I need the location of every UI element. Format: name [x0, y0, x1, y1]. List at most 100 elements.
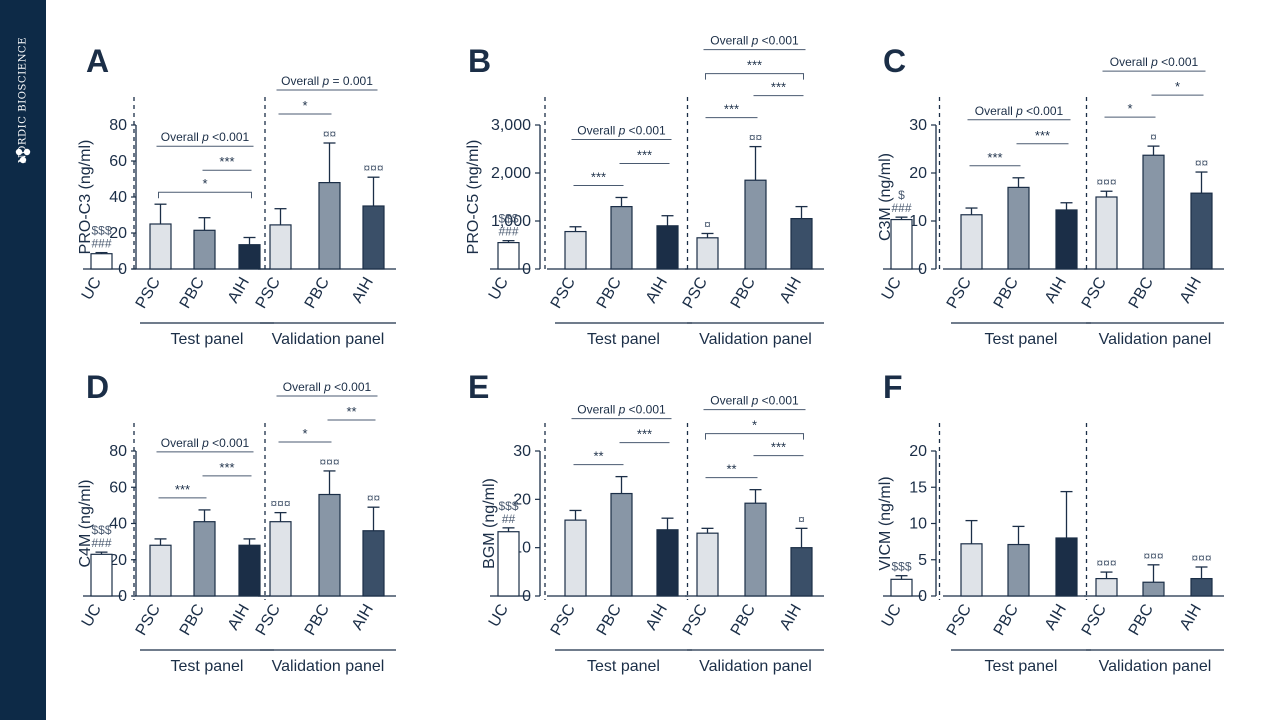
- significance-label: ***: [987, 150, 1002, 165]
- panel-letter: B: [468, 43, 491, 79]
- bar: [318, 182, 341, 270]
- overall-p-label: Overall p <0.001: [710, 394, 799, 408]
- y-tick-label: 20: [109, 552, 127, 569]
- bar: [790, 547, 813, 597]
- bar: [90, 553, 113, 597]
- bar: [1142, 154, 1165, 270]
- bar: [1190, 577, 1213, 597]
- bar-annotation: ¤¤¤: [1143, 549, 1163, 563]
- bar-annotation: ¤¤: [323, 127, 337, 141]
- x-tick-label: PBC: [594, 275, 625, 312]
- bar: [1190, 192, 1213, 270]
- bar: [238, 544, 261, 597]
- x-tick-label: UC: [486, 602, 512, 631]
- y-axis-label: PRO-C5 (ng/ml): [465, 140, 482, 255]
- y-tick-label: 20: [109, 225, 127, 242]
- bar: [656, 225, 679, 270]
- significance-label: ***: [771, 440, 786, 455]
- bar: [610, 206, 633, 270]
- overall-p-label: Overall p <0.001: [161, 130, 250, 144]
- bar-annotation: $$$: [891, 560, 911, 574]
- y-tick-label: 10: [909, 516, 927, 533]
- x-tick-label: PSC: [548, 275, 579, 312]
- significance-label: ***: [724, 102, 739, 117]
- x-tick-label: UC: [486, 275, 512, 304]
- bar: [1095, 196, 1118, 270]
- panel-letter: D: [86, 369, 109, 405]
- x-tick-label: AIH: [643, 602, 671, 634]
- bar: [149, 544, 172, 597]
- y-tick-label: 0: [118, 588, 127, 605]
- chart-panel-a: A 0 20 40 60 80 PRO-C3 (ng/ml)###$$$ UC PSC PBC AI…: [77, 43, 396, 348]
- bar: [1007, 543, 1030, 597]
- y-tick-label: 20: [909, 165, 927, 182]
- bar-annotation: ¤¤: [1195, 156, 1209, 170]
- y-tick-label: 15: [909, 479, 927, 496]
- overall-p-label: Overall p <0.001: [975, 104, 1064, 118]
- y-tick-label: 60: [109, 153, 127, 170]
- chart-panel-d: D 0 20 40 60 80 C4M (ng/ml)###$$$ UC PSC PBC AIH ¤¤…: [77, 369, 396, 675]
- bar-annotation: ¤: [704, 217, 711, 231]
- significance-label: *: [202, 176, 207, 191]
- bar: [362, 205, 385, 270]
- y-tick-label: 20: [909, 443, 927, 460]
- x-tick-label: PSC: [680, 602, 711, 639]
- significance-label: **: [346, 404, 356, 419]
- x-tick-label: PBC: [177, 602, 208, 639]
- bar: [890, 578, 913, 597]
- bar-annotation: ###: [891, 201, 911, 215]
- y-tick-label: 60: [109, 479, 127, 496]
- chart-panel-e: E0102030BGM (ng/ml)##$$$UCPSCPBCAIHPSCPB…: [468, 369, 824, 675]
- x-tick-label: PBC: [728, 275, 759, 312]
- x-tick-label: PBC: [991, 602, 1022, 639]
- y-axis-label: VICM (ng/ml): [877, 476, 894, 570]
- bar: [1055, 209, 1078, 270]
- bar-annotation: ###: [91, 536, 111, 550]
- significance-label: *: [302, 426, 307, 441]
- bar-annotation: ##: [502, 512, 516, 526]
- x-tick-label: UC: [79, 275, 105, 304]
- y-tick-label: 0: [918, 261, 927, 278]
- x-tick-label: PBC: [1126, 602, 1157, 639]
- chart-panel-f: F 0 5 10 15 20 VICM (ng/ml)$$$ UC PSC PBC AIH ¤¤¤ PS…: [877, 369, 1224, 675]
- overall-p-label: Overall p = 0.001: [281, 74, 373, 88]
- overall-p-label: Overall p <0.001: [1110, 55, 1199, 69]
- x-tick-label: UC: [79, 602, 105, 631]
- panel-letter: C: [883, 43, 906, 79]
- x-tick-label: UC: [879, 602, 905, 631]
- significance-label: *: [1127, 101, 1132, 116]
- bar: [269, 521, 292, 597]
- x-tick-label: PBC: [728, 602, 759, 639]
- overall-p-label: Overall p <0.001: [577, 403, 666, 417]
- brand-logo-icon: [15, 148, 31, 164]
- y-tick-label: 40: [109, 189, 127, 206]
- y-tick-label: 40: [109, 516, 127, 533]
- significance-label: ***: [591, 169, 606, 184]
- panel-letter: E: [468, 369, 489, 405]
- x-tick-label: PBC: [302, 275, 333, 312]
- x-tick-label: PSC: [1079, 275, 1110, 312]
- significance-label: ***: [637, 427, 652, 442]
- bar-annotation: ###: [91, 237, 111, 251]
- bar: [1055, 537, 1078, 597]
- bar: [362, 530, 385, 597]
- y-tick-label: 5: [918, 552, 927, 569]
- bar-annotation: ¤¤¤: [363, 161, 383, 175]
- group-label: Validation panel: [272, 658, 385, 675]
- bar: [149, 223, 172, 270]
- x-tick-label: PSC: [253, 602, 284, 639]
- group-label: Test panel: [171, 331, 244, 348]
- bar-annotation: ¤¤¤: [270, 497, 290, 511]
- y-tick-label: 10: [909, 213, 927, 230]
- significance-label: ***: [1035, 128, 1050, 143]
- bar: [1142, 581, 1165, 597]
- x-tick-label: AIH: [1177, 602, 1205, 634]
- x-tick-label: PBC: [594, 602, 625, 639]
- group-label: Test panel: [985, 658, 1058, 675]
- significance-label: **: [726, 462, 736, 477]
- bar-annotation: $$$: [91, 224, 111, 238]
- overall-p-label: Overall p <0.001: [283, 380, 372, 394]
- brand-sidebar: [0, 0, 46, 720]
- x-tick-label: AIH: [643, 275, 671, 307]
